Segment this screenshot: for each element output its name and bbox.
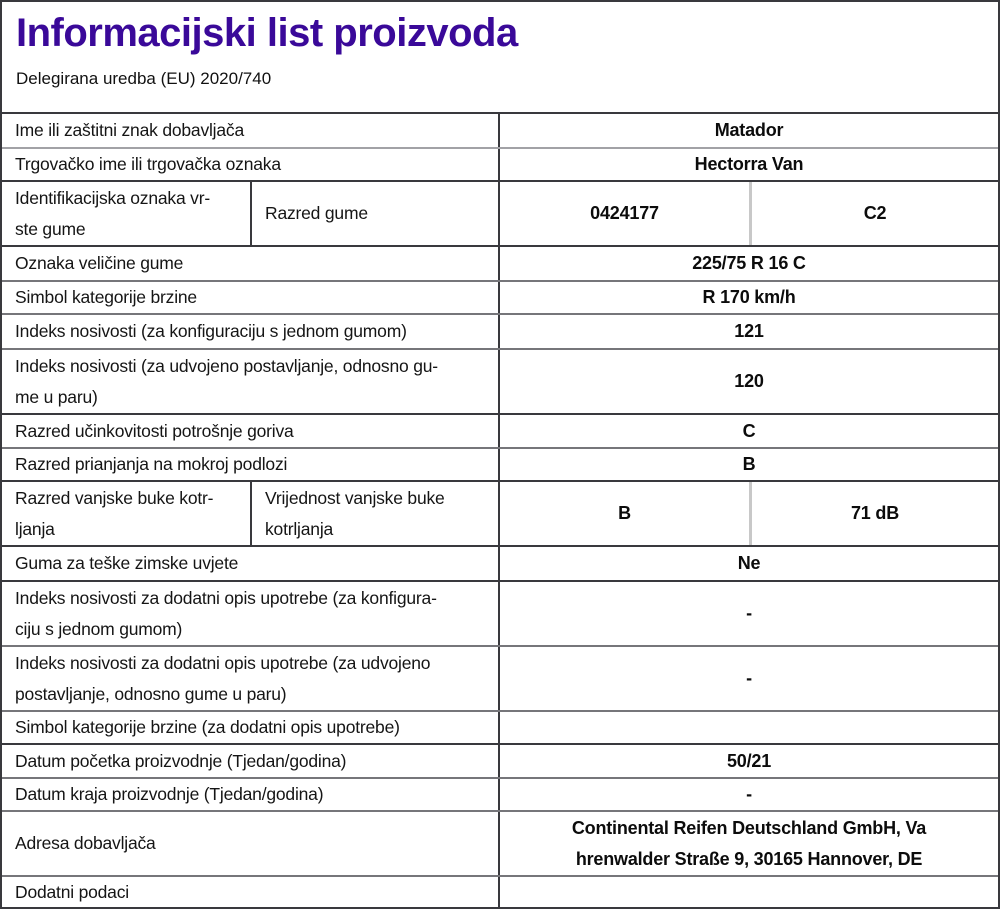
row-label: Razred vanjske buke kotr- ljanja — [2, 482, 252, 545]
table-row-snow-tyre: Guma za teške zimske uvjete Ne — [2, 545, 998, 580]
table-row-additional-load-index-single: Indeks nosivosti za dodatni opis upotreb… — [2, 580, 998, 645]
sheet-header: Informacijski list proizvoda Delegirana … — [2, 2, 998, 112]
row-value: Continental Reifen Deutschland GmbH, Va … — [571, 817, 927, 869]
table-row-additional-speed-category: Simbol kategorije brzine (za dodatni opi… — [2, 710, 998, 743]
table-row-load-index-single: Indeks nosivosti (za konfiguraciju s jed… — [2, 313, 998, 348]
row-value: B — [618, 503, 631, 523]
row-label: Indeks nosivosti za dodatni opis upotreb… — [2, 647, 500, 710]
row-value-2: C2 — [749, 182, 998, 245]
row-label: Adresa dobavljača — [2, 812, 500, 875]
table-row-production-start-date: Datum početka proizvodnje (Tjedan/godina… — [2, 743, 998, 777]
row-label: Ime ili zaštitni znak dobavljača — [2, 114, 500, 147]
row-label: Razred prianjanja na mokroj podlozi — [2, 449, 500, 480]
table-row-additional-info: Dodatni podaci — [2, 875, 998, 907]
table-row-supplier-address: Adresa dobavljača Continental Reifen Deu… — [2, 810, 998, 875]
row-value: 0424177 — [590, 203, 659, 223]
row-value: R 170 km/h — [702, 287, 796, 307]
table-row-rolling-noise: Razred vanjske buke kotr- ljanja Vrijedn… — [2, 480, 998, 545]
row-value: Matador — [714, 120, 784, 140]
table-row-production-end-date: Datum kraja proizvodnje (Tjedan/godina) … — [2, 777, 998, 810]
row-label: Datum kraja proizvodnje (Tjedan/godina) — [2, 779, 500, 810]
row-value: - — [746, 603, 752, 623]
row-label: Indeks nosivosti (za udvojeno postavljan… — [2, 350, 500, 413]
table-row-wet-grip-class: Razred prianjanja na mokroj podlozi B — [2, 447, 998, 480]
row-value — [500, 877, 998, 907]
row-value: 121 — [734, 321, 764, 341]
row-label: Trgovačko ime ili trgovačka oznaka — [2, 149, 500, 180]
row-label: Simbol kategorije brzine — [2, 282, 500, 313]
table-row-supplier-name: Ime ili zaštitni znak dobavljača Matador — [2, 112, 998, 147]
row-label: Razred učinkovitosti potrošnje goriva — [2, 415, 500, 447]
table-row-additional-load-index-dual: Indeks nosivosti za dodatni opis upotreb… — [2, 645, 998, 710]
table-row-fuel-efficiency-class: Razred učinkovitosti potrošnje goriva C — [2, 413, 998, 447]
row-value-2: 71 dB — [749, 482, 998, 545]
row-value: 50/21 — [726, 750, 772, 771]
row-value: Hectorra Van — [694, 154, 804, 174]
row-label: Identifikacijska oznaka vr- ste gume — [2, 182, 252, 245]
row-label: Indeks nosivosti (za konfiguraciju s jed… — [2, 315, 500, 348]
page-title: Informacijski list proizvoda — [16, 11, 518, 55]
row-sublabel: Vrijednost vanjske buke kotrljanja — [252, 482, 500, 545]
row-label: Indeks nosivosti za dodatni opis upotreb… — [2, 582, 500, 645]
row-value: 225/75 R 16 C — [692, 253, 806, 273]
row-value: Ne — [737, 553, 761, 573]
table-row-trade-name: Trgovačko ime ili trgovačka oznaka Hecto… — [2, 147, 998, 180]
product-table: Ime ili zaštitni znak dobavljača Matador… — [2, 112, 998, 907]
row-label: Guma za teške zimske uvjete — [2, 547, 500, 580]
regulation-subtitle: Delegirana uredba (EU) 2020/740 — [16, 69, 272, 88]
row-sublabel: Razred gume — [252, 182, 500, 245]
row-value: C — [742, 420, 756, 441]
row-label: Oznaka veličine gume — [2, 247, 500, 280]
row-label: Dodatni podaci — [2, 877, 500, 907]
row-value: - — [746, 784, 752, 804]
row-label: Datum početka proizvodnje (Tjedan/godina… — [2, 745, 500, 777]
table-row-tyre-size: Oznaka veličine gume 225/75 R 16 C — [2, 245, 998, 280]
row-value: 120 — [734, 371, 764, 391]
table-row-speed-category: Simbol kategorije brzine R 170 km/h — [2, 280, 998, 313]
table-row-tyre-type-identifier: Identifikacijska oznaka vr- ste gume Raz… — [2, 180, 998, 245]
row-value: B — [742, 454, 756, 474]
row-value: - — [746, 668, 752, 688]
row-label: Simbol kategorije brzine (za dodatni opi… — [2, 712, 500, 743]
table-row-load-index-dual: Indeks nosivosti (za udvojeno postavljan… — [2, 348, 998, 413]
row-value — [500, 712, 998, 743]
